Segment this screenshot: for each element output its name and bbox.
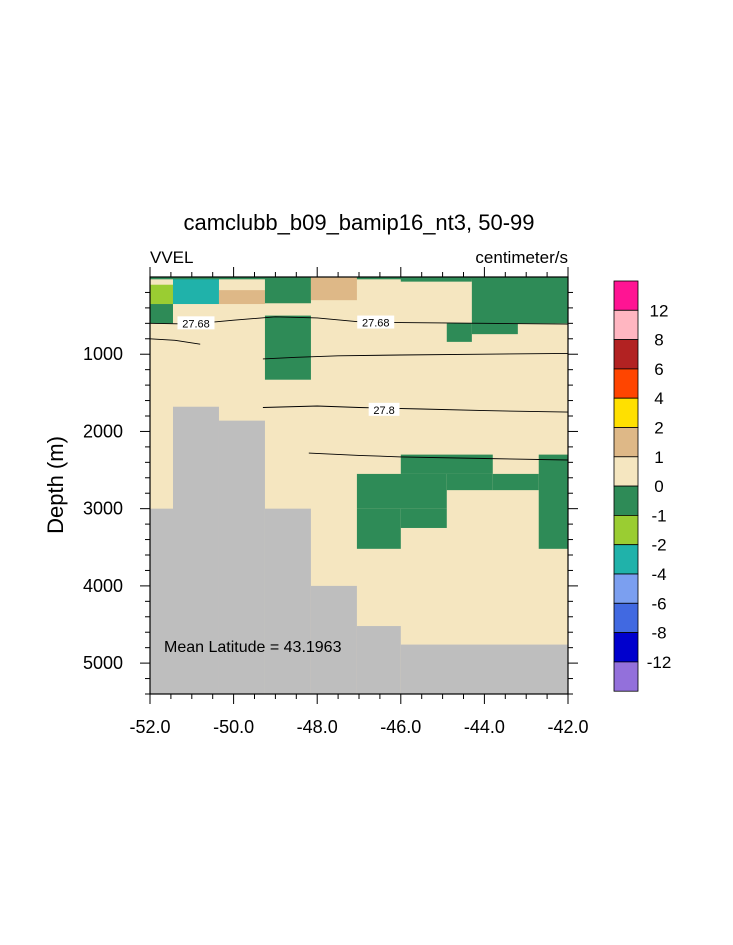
x-tick-label: -42.0 (547, 717, 588, 737)
variable-label: VVEL (150, 248, 193, 267)
field-cell (150, 277, 568, 280)
colorbar: 12 8 6 4 2 1 0 -1 -2 -4 -6 -8 -12 (613, 280, 672, 692)
colorbar-label: -1 (651, 506, 666, 525)
field-cell (446, 323, 472, 342)
contour-line (262, 352, 569, 360)
colorbar-label: 6 (654, 360, 663, 379)
x-tick-label: -46.0 (380, 717, 421, 737)
colorbar-swatch (613, 632, 639, 663)
bathymetry-block (356, 626, 401, 694)
colorbar-label: 2 (654, 419, 663, 438)
y-tick-label: 3000 (83, 499, 123, 519)
colorbar-swatch (613, 309, 639, 340)
field-cell (150, 284, 173, 305)
contour-label: 27.68 (362, 318, 390, 330)
colorbar-swatch (613, 602, 639, 633)
y-tick-label: 5000 (83, 653, 123, 673)
colorbar-swatch (613, 456, 639, 487)
field-cell (264, 277, 311, 304)
contour-line (308, 452, 569, 461)
y-tick-label: 2000 (83, 421, 123, 441)
colorbar-label: 4 (654, 389, 663, 408)
colorbar-label: -8 (651, 624, 666, 643)
field-cell (400, 277, 472, 282)
colorbar-swatch (613, 544, 639, 575)
colorbar-swatch (613, 485, 639, 516)
colorbar-swatch (613, 397, 639, 428)
colorbar-swatch (613, 515, 639, 546)
y-axis-label: Depth (m) (43, 436, 68, 534)
bathymetry-block (218, 420, 265, 694)
x-tick-label: -44.0 (464, 717, 505, 737)
contour-line (149, 338, 201, 345)
plot-area: 27.68 27.68 27.8 -52.0 -50.0 -48.0 -46.0 -44.0 -… (83, 267, 589, 737)
colorbar-label: 1 (654, 448, 663, 467)
colorbar-label: -12 (647, 653, 672, 672)
field-cell (400, 508, 447, 528)
contour-label-box (177, 316, 215, 330)
colorbar-swatch (613, 339, 639, 370)
colorbar-swatch (613, 661, 639, 692)
colorbar-swatch (613, 427, 639, 458)
units-label: centimeter/s (475, 248, 568, 267)
colorbar-swatch (613, 573, 639, 604)
bathymetry-block (264, 508, 311, 694)
bathymetry-block (310, 585, 357, 694)
field-cell (538, 454, 568, 549)
field-cell (471, 277, 568, 324)
x-tick-label: -52.0 (129, 717, 170, 737)
field-cell (172, 277, 219, 305)
x-tick-label: -50.0 (213, 717, 254, 737)
y-tick-label: 1000 (83, 344, 123, 364)
bathymetry-block (172, 406, 219, 694)
contour-label-box (357, 315, 395, 329)
colorbar-label: -2 (651, 536, 666, 555)
colorbar-label: 12 (650, 301, 669, 320)
field-cell (446, 473, 493, 491)
x-tick-label: -48.0 (297, 717, 338, 737)
chart-title: camclubb_b09_bamip16_nt3, 50-99 (183, 210, 534, 235)
field-cell (356, 473, 447, 509)
bathymetry-block (400, 644, 568, 694)
mean-latitude-annotation: Mean Latitude = 43.1963 (164, 639, 342, 656)
colorbar-label: -6 (651, 594, 666, 613)
colorbar-swatch (613, 368, 639, 399)
bathymetry-block (150, 508, 173, 694)
y-tick-label: 4000 (83, 576, 123, 596)
field-cell (471, 323, 518, 335)
contour-label: 27.68 (182, 318, 210, 330)
field-cell (264, 315, 311, 380)
field-cell (492, 473, 539, 491)
colorbar-label: 8 (654, 331, 663, 350)
field-cell (356, 508, 401, 549)
field-cell (150, 304, 173, 324)
colorbar-swatch (613, 280, 639, 311)
field-cell (218, 290, 265, 305)
contour-label: 27.8 (373, 405, 394, 417)
field-cell (310, 277, 357, 301)
colorbar-label: 0 (654, 477, 663, 496)
contour-label-box (368, 402, 400, 416)
colorbar-label: -4 (651, 565, 666, 584)
field-cell (400, 454, 493, 474)
